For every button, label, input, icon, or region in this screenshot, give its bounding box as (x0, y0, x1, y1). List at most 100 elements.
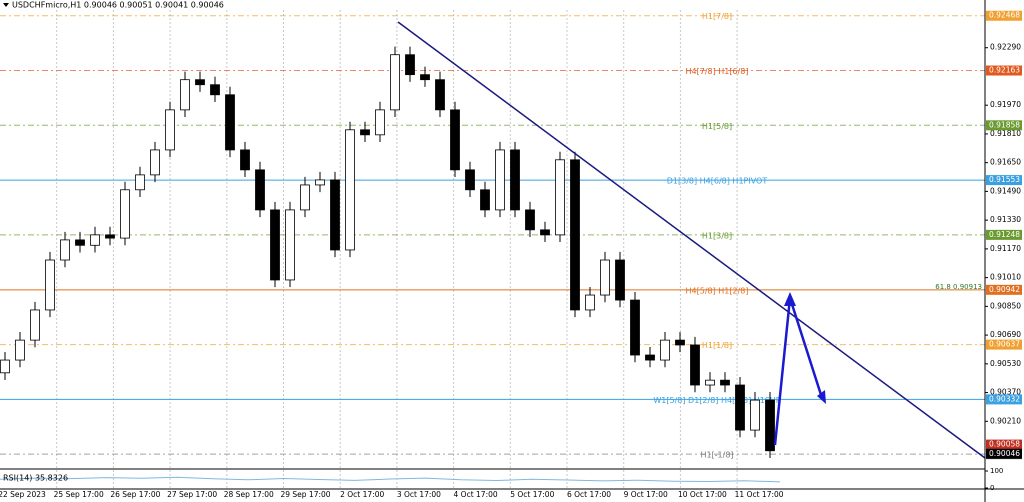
candle-body (525, 209, 535, 231)
candle-body (90, 234, 100, 246)
level-label: H1[5/8] (702, 122, 732, 131)
price-box (986, 229, 1022, 240)
y-tick-label: 0.90850 (990, 301, 1021, 310)
rsi-tick-label: 0 (990, 484, 994, 492)
y-tick-label: 0.90530 (990, 359, 1021, 368)
rsi-label: RSI(14) 35.8326 (3, 474, 68, 483)
price-box-label: 0.92468 (989, 11, 1020, 20)
level-label: H4[7/8] H1[6/8] (686, 67, 749, 76)
candle-body (135, 174, 145, 191)
price-marker-label: 0.90058 (989, 440, 1020, 449)
price-marker-label: 0.90046 (989, 449, 1020, 458)
price-box (986, 10, 1022, 21)
x-tick-label: 28 Sep 17:00 (224, 490, 274, 499)
candle-body (120, 189, 130, 239)
price-box-label: 0.92163 (989, 66, 1020, 75)
candle-body (210, 84, 220, 96)
price-marker (986, 448, 1022, 459)
price-box (986, 284, 1022, 295)
candle-body (0, 359, 10, 374)
candle-body (15, 339, 25, 361)
price-box-label: 0.90332 (989, 394, 1020, 403)
candle-body (585, 294, 595, 311)
candle-body (600, 259, 610, 296)
candle-body (480, 189, 490, 211)
y-tick-label: 0.91490 (990, 186, 1021, 195)
x-tick-label: 27 Sep 17:00 (167, 490, 217, 499)
candle-body (165, 109, 175, 151)
x-tick-label: 26 Sep 17:00 (110, 490, 160, 499)
candle-body (270, 209, 280, 281)
price-box-label: 0.91248 (989, 230, 1020, 239)
level-label: H1[7/8] (702, 12, 732, 21)
forecast-arrow (773, 292, 826, 446)
x-tick-label: 29 Sep 17:00 (280, 490, 330, 499)
candle-body (375, 109, 385, 136)
rsi-tick-label: 100 (990, 467, 1003, 475)
candle-body (540, 229, 550, 236)
candle-body (645, 354, 655, 361)
level-label: D1[3/8] H4[6/8] H1PIVOT (667, 177, 768, 186)
candle-body (435, 79, 445, 111)
y-tick-label: 0.91010 (990, 273, 1021, 282)
candle-body (390, 54, 400, 111)
x-tick-label: 10 Oct 17:00 (678, 490, 727, 499)
candle-body (330, 179, 340, 251)
candles (0, 46, 775, 458)
candle-body (720, 379, 730, 386)
candle-body (150, 149, 160, 176)
level-label: H1[-1/8] (700, 451, 733, 460)
fibo-label: 61.8 0.90913 (935, 283, 982, 291)
header-icon (3, 3, 9, 7)
price-box (986, 339, 1022, 350)
price-box (986, 65, 1022, 76)
y-tick-label: 0.91970 (990, 100, 1021, 109)
x-tick-label: 11 Oct 17:00 (735, 490, 784, 499)
level-label: W1[5/8] D1[2/8] H4[4/8] H1SUP (653, 396, 780, 405)
candle-body (495, 149, 505, 211)
candle-body (255, 169, 265, 211)
x-tick-label: 5 Oct 17:00 (510, 490, 554, 499)
candle-body (735, 384, 745, 431)
candle-body (240, 149, 250, 171)
candle-body (420, 74, 430, 81)
candle-body (570, 159, 580, 311)
y-tick-label: 0.91810 (990, 129, 1021, 138)
price-box-label: 0.91858 (989, 120, 1020, 129)
x-tick-label: 22 Sep 2023 (0, 490, 46, 499)
y-tick-label: 0.90210 (990, 416, 1021, 425)
candle-body (225, 94, 235, 151)
overlay: 0.92468 0.92163 0.91858 0.91553 0.91248 0.909… (0, 10, 1022, 492)
candle-body (765, 399, 775, 452)
price-box-label: 0.91553 (989, 175, 1020, 184)
candle-body (465, 169, 475, 191)
price-box (986, 394, 1022, 405)
candle-body (60, 239, 70, 261)
candle-body (315, 179, 325, 186)
candle-body (510, 149, 520, 211)
header: USDCHFmicro,H1 0.90046 0.90051 0.90041 0… (12, 1, 224, 10)
level-label: H4[5/8] H1[2/8] (686, 286, 749, 295)
y-tick-label: 0.92290 (990, 43, 1021, 52)
candle-body (615, 259, 625, 301)
candle-body (690, 344, 700, 386)
x-tick-label: 2 Oct 17:00 (340, 490, 384, 499)
candle-body (30, 309, 40, 341)
y-tick-label: 0.90690 (990, 330, 1021, 339)
x-tick-label: 6 Oct 17:00 (567, 490, 611, 499)
candle-body (105, 234, 115, 239)
candle-body (630, 299, 640, 356)
y-tick-label: 0.91650 (990, 158, 1021, 167)
candle-body (285, 209, 295, 281)
x-tick-label: 25 Sep 17:00 (54, 490, 104, 499)
price-box-label: 0.90942 (989, 285, 1020, 294)
price-box (986, 175, 1022, 186)
candle-body (555, 159, 565, 236)
level-label: H1[1/8] (702, 341, 732, 350)
candle-body (360, 129, 370, 136)
candle-body (45, 259, 55, 311)
candle-body (660, 339, 670, 361)
y-tick-label: 0.90370 (990, 388, 1021, 397)
